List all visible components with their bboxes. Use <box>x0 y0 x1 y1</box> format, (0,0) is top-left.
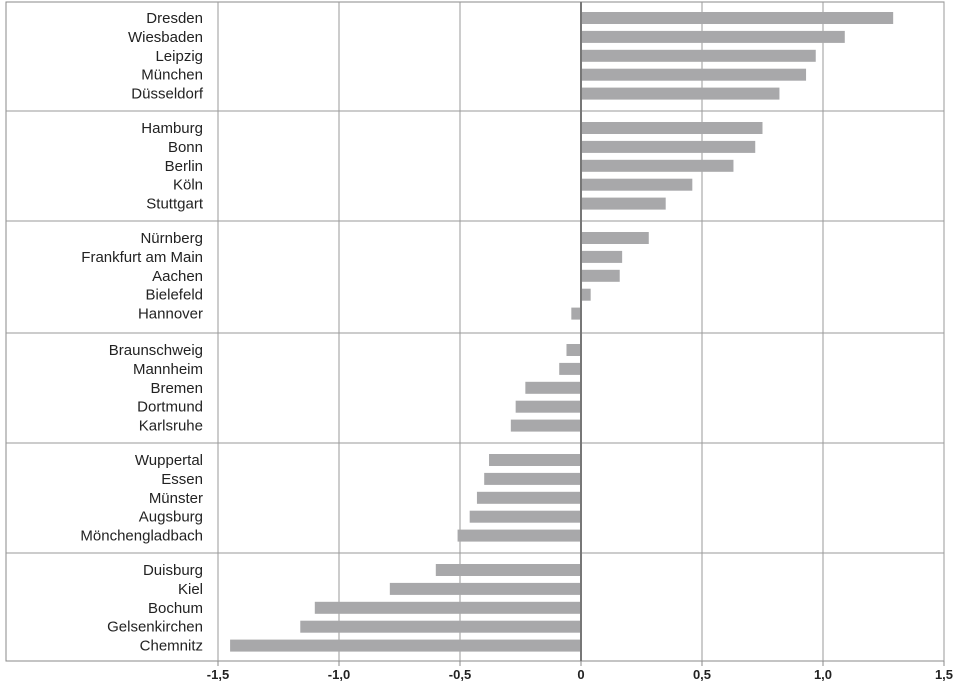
category-label-9: Köln <box>173 177 203 194</box>
bar-10 <box>581 197 666 210</box>
category-label-29: Gelsenkirchen <box>107 619 203 636</box>
bar-30 <box>230 639 581 652</box>
category-label-1: Dresden <box>146 10 203 27</box>
category-label-30: Chemnitz <box>140 638 203 655</box>
bar-1 <box>581 12 894 24</box>
category-label-27: Kiel <box>178 581 203 598</box>
category-label-20: Karlsruhe <box>139 418 203 435</box>
bar-24 <box>469 510 581 523</box>
bar-28 <box>314 601 581 614</box>
bar-20 <box>510 419 581 432</box>
category-label-19: Dortmund <box>137 399 203 416</box>
bar-2 <box>581 30 845 43</box>
category-label-23: Münster <box>149 490 203 507</box>
bar-14 <box>581 288 591 301</box>
category-label-21: Wuppertal <box>135 452 203 469</box>
bar-22 <box>484 472 581 485</box>
category-labels: Dresden Wiesbaden Leipzig München Düsseldorf… <box>80 10 203 655</box>
category-label-11: Nürnberg <box>140 230 203 247</box>
category-label-24: Augsburg <box>139 509 203 526</box>
category-label-25: Mönchengladbach <box>80 528 203 545</box>
category-label-16: Braunschweig <box>109 342 203 359</box>
bar-4 <box>581 68 807 81</box>
category-label-28: Bochum <box>148 600 203 617</box>
tick-label-6: 1,5 <box>935 667 953 682</box>
category-label-15: Hannover <box>138 306 203 323</box>
bar-21 <box>489 454 581 466</box>
bar-29 <box>300 620 581 633</box>
tick-label-3: 0 <box>577 667 584 682</box>
bar-23 <box>476 491 581 504</box>
category-label-6: Hamburg <box>141 120 203 137</box>
bar-19 <box>515 400 581 413</box>
category-label-17: Mannheim <box>133 361 203 378</box>
tick-label-5: 1,0 <box>814 667 832 682</box>
category-label-8: Berlin <box>165 158 203 175</box>
bar-5 <box>581 87 780 100</box>
bar-25 <box>457 529 581 542</box>
tick-label-4: 0,5 <box>693 667 711 682</box>
bar-27 <box>389 582 581 595</box>
tick-label-2: -0,5 <box>449 667 471 682</box>
category-label-26: Duisburg <box>143 562 203 579</box>
grid-layer <box>5 1 945 662</box>
category-label-2: Wiesbaden <box>128 29 203 46</box>
tick-label-0: -1,5 <box>207 667 229 682</box>
x-axis-ticks: -1,5 -1,0 -0,5 0 0,5 1,0 1,5 <box>207 661 953 682</box>
bar-13 <box>581 269 620 282</box>
bar-8 <box>581 159 734 172</box>
category-label-5: Düsseldorf <box>131 86 204 103</box>
category-label-3: Leipzig <box>155 48 203 65</box>
bar-7 <box>581 140 756 153</box>
bars-layer <box>230 2 894 661</box>
bar-6 <box>581 122 763 134</box>
category-label-14: Bielefeld <box>145 287 203 304</box>
bar-3 <box>581 49 816 62</box>
bar-16 <box>566 344 581 356</box>
category-label-13: Aachen <box>152 268 203 285</box>
category-label-10: Stuttgart <box>146 196 204 213</box>
bar-26 <box>435 564 581 576</box>
bar-18 <box>525 381 581 394</box>
bar-12 <box>581 250 623 263</box>
bar-15 <box>571 307 581 320</box>
tick-label-1: -1,0 <box>328 667 350 682</box>
category-label-18: Bremen <box>150 380 203 397</box>
category-label-7: Bonn <box>168 139 203 156</box>
category-label-22: Essen <box>161 471 203 488</box>
bar-17 <box>559 362 581 375</box>
bar-11 <box>581 232 649 244</box>
category-label-4: München <box>141 67 203 84</box>
bar-9 <box>581 178 693 191</box>
category-label-12: Frankfurt am Main <box>81 249 203 266</box>
